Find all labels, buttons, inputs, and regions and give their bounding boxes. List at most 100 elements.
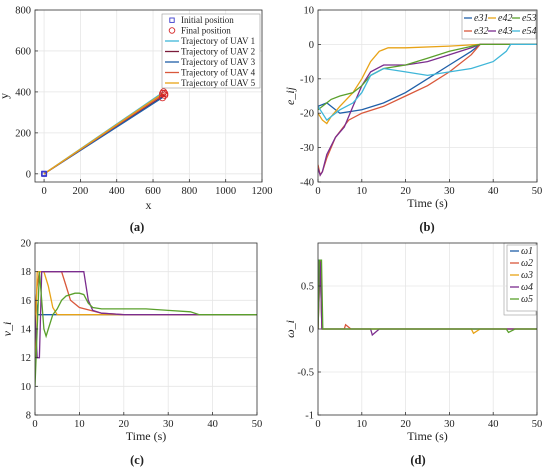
legend-label: e31 <box>474 13 488 24</box>
x-tick-label: 40 <box>207 419 218 430</box>
x-axis-label: Time (s) <box>407 196 448 210</box>
x-tick-label: 50 <box>532 186 543 197</box>
x-tick-label: 1000 <box>215 186 236 197</box>
y-tick-label: 0 <box>309 40 314 51</box>
legend-label: ω2 <box>521 258 533 269</box>
y-tick-label: 10 <box>21 382 32 393</box>
legend-marker-square <box>169 17 175 23</box>
series-line <box>318 43 537 111</box>
legend-box <box>506 244 538 312</box>
y-axis-label: e_ij <box>283 86 297 105</box>
x-tick-label: 40 <box>488 419 499 430</box>
y-tick-label: -30 <box>300 143 314 154</box>
y-tick-label: 0.5 <box>301 282 314 293</box>
chart-panel-b: 0 10 20 30 40 50 -40 -30 -20 -10 0 10 Time (s) e_ij e3… <box>283 6 542 211</box>
x-tick-label: 30 <box>444 419 455 430</box>
initial-position-marker <box>41 171 47 177</box>
x-tick-label: 20 <box>400 186 411 197</box>
legend-label: Trajectory of UAV 3 <box>181 57 256 67</box>
series-line <box>318 43 537 125</box>
x-tick-label: 40 <box>488 186 499 197</box>
x-tick-label: 30 <box>163 419 174 430</box>
y-tick-label: 200 <box>15 128 31 139</box>
legend-label: Trajectory of UAV 1 <box>181 36 255 46</box>
x-tick-label: 600 <box>145 186 161 197</box>
y-tick-label: -0.5 <box>297 368 314 379</box>
y-tick-label: 10 <box>304 6 315 17</box>
final-position-marker <box>161 89 169 98</box>
legend-label: e42 <box>498 13 512 24</box>
caption-a: (a) <box>130 220 145 234</box>
series-line <box>43 92 164 175</box>
y-tick-label: 800 <box>15 6 31 17</box>
x-tick-label: 0 <box>315 419 320 430</box>
caption-b: (b) <box>419 220 434 234</box>
y-axis-label: v_i <box>0 322 14 337</box>
x-tick-label: 10 <box>74 419 85 430</box>
series-line <box>318 43 537 114</box>
x-tick-label: 1200 <box>252 186 273 197</box>
x-tick-label: 10 <box>357 419 368 430</box>
axes-box <box>34 9 263 183</box>
x-tick-label: 50 <box>252 419 263 430</box>
y-tick-label: -40 <box>300 178 314 189</box>
legend-label: ω5 <box>521 294 533 305</box>
legend-label: ω4 <box>521 282 533 293</box>
chart-panel-a: 0 200 400 600 800 1000 1200 0 200 400 600 800 x y Init… <box>0 6 273 213</box>
x-axis-label: Time (s) <box>407 429 448 443</box>
y-axis-label: y <box>0 93 11 99</box>
series-line <box>318 43 537 122</box>
y-tick-label: 0 <box>309 325 314 336</box>
x-tick-label: 0 <box>315 186 320 197</box>
x-tick-label: 800 <box>181 186 197 197</box>
final-position-marker <box>159 88 168 96</box>
series-line <box>318 259 537 334</box>
y-tick-label: 8 <box>26 411 31 422</box>
series-line <box>35 271 257 359</box>
x-tick-label: 0 <box>32 419 37 430</box>
legend: e31 e32 e42 e43 e53 e54 <box>461 10 537 40</box>
final-position-marker <box>158 93 167 102</box>
y-tick-label: 16 <box>21 296 32 307</box>
x-tick-label: 50 <box>532 419 543 430</box>
y-tick-label: -20 <box>300 109 314 120</box>
x-tick-label: 400 <box>109 186 125 197</box>
x-tick-label: 0 <box>41 186 46 197</box>
legend-label: Final position <box>181 26 231 36</box>
chart-panel-d: 0 10 20 30 40 50 -1 -0.5 0 0.5 Time (s) ω_i ω1ω2ω3ω4… <box>283 242 543 443</box>
series-line <box>318 43 537 177</box>
y-axis-label: ω_i <box>283 320 297 338</box>
series-line <box>35 300 257 316</box>
y-tick-label: 12 <box>21 353 32 364</box>
legend-label: Trajectory of UAV 5 <box>181 78 256 88</box>
legend-marker-circle <box>168 27 176 34</box>
y-tick-label: 20 <box>21 239 32 250</box>
y-tick-label: -1 <box>305 411 314 422</box>
y-tick-label: 0 <box>26 169 31 180</box>
legend-label: ω1 <box>521 246 533 257</box>
y-tick-label: -10 <box>300 74 314 85</box>
axes-box <box>317 9 538 183</box>
y-tick-label: 18 <box>21 267 32 278</box>
x-tick-label: 200 <box>73 186 89 197</box>
legend-label: e53 <box>522 13 536 24</box>
legend-label: Trajectory of UAV 2 <box>181 47 255 57</box>
final-position-marker <box>159 89 167 98</box>
series-line <box>35 271 257 387</box>
legend-box <box>461 10 537 40</box>
x-tick-label: 10 <box>357 186 368 197</box>
y-tick-label: 400 <box>15 87 31 98</box>
y-tick-label: 600 <box>15 46 31 57</box>
legend-label: e54 <box>522 26 536 37</box>
legend-label: ω3 <box>521 270 533 281</box>
caption-c: (c) <box>130 453 144 467</box>
x-axis-label: x <box>146 198 152 212</box>
legend-label: e43 <box>498 26 512 37</box>
caption-d: (d) <box>410 453 425 467</box>
y-tick-label: 14 <box>21 325 32 336</box>
legend-label: e32 <box>474 26 488 37</box>
